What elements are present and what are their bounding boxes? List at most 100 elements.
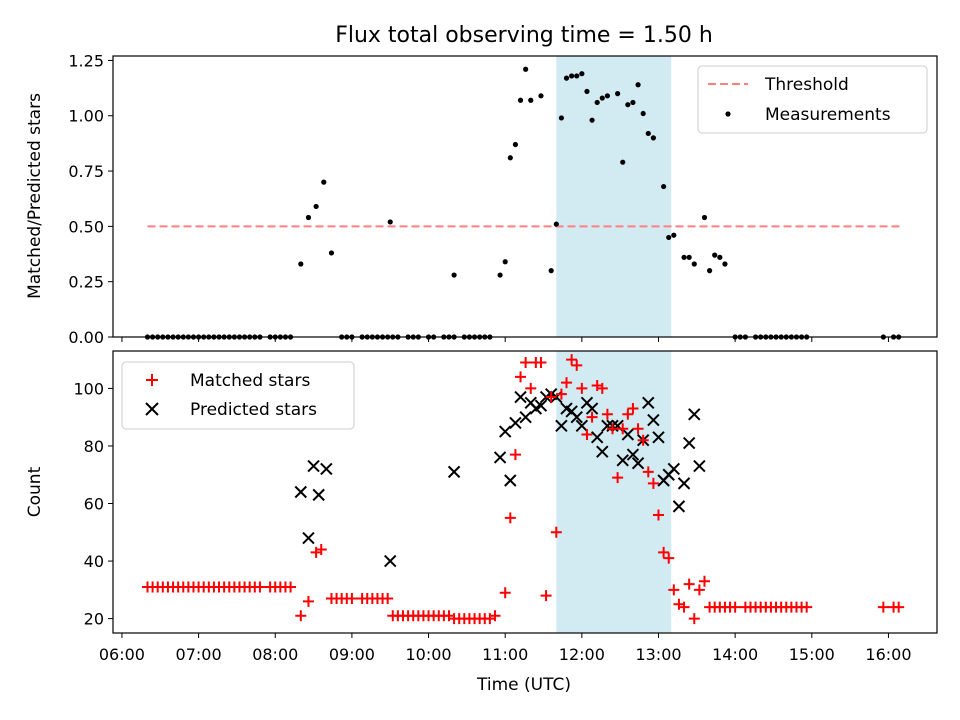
y-tick-label: 0.25: [68, 273, 104, 292]
legend-matched-label: Matched stars: [190, 371, 310, 391]
y-tick-label: 1.00: [68, 107, 104, 126]
predicted-marker: [585, 402, 599, 415]
matched-marker: [693, 584, 705, 596]
measurement-point: [584, 88, 590, 95]
ratio-plot-panel: Matched/Predicted stars 0.00 0.25 0.50 0.75…: [25, 51, 938, 347]
x-tick-label: 06:00: [99, 645, 145, 664]
matched-marker: [601, 408, 613, 420]
predicted-marker: [312, 488, 325, 502]
measurement-point: [313, 203, 319, 210]
measurement-point: [640, 110, 646, 117]
matched-marker: [295, 610, 307, 622]
legend-measurement-swatch: [725, 111, 731, 117]
predicted-marker: [626, 448, 640, 461]
matched-marker: [545, 391, 557, 403]
predicted-marker: [652, 431, 665, 444]
matched-marker: [382, 592, 394, 604]
measurement-point: [661, 183, 667, 190]
predicted-marker: [575, 419, 589, 433]
matched-marker: [653, 509, 665, 521]
measurement-point: [502, 259, 508, 265]
y-tick-label: 60: [84, 495, 104, 514]
measurement-point: [451, 272, 457, 278]
matched-marker: [555, 388, 567, 400]
x-tick-label: 11:00: [482, 645, 528, 664]
matched-marker: [668, 584, 680, 596]
predicted-marker: [519, 410, 532, 424]
y-tick-label: 0.50: [68, 217, 104, 236]
x-axis-label: Time (UTC): [476, 675, 571, 695]
measurement-point: [620, 159, 626, 165]
matched-marker: [637, 434, 649, 446]
measurement-point: [686, 254, 692, 260]
measurement-point: [507, 155, 513, 161]
measurement-point: [305, 214, 312, 221]
ratio-plot-frame: [112, 55, 938, 338]
matched-marker: [285, 581, 297, 593]
x-tick-label: 07:00: [176, 645, 222, 664]
measurement-point: [691, 261, 697, 267]
predicted-marker: [534, 399, 548, 412]
matched-marker: [581, 428, 593, 440]
ratio-y-axis-label: Matched/Predicted stars: [25, 93, 45, 299]
predicted-marker: [642, 396, 655, 410]
matched-marker: [612, 472, 624, 484]
measurement-point: [321, 179, 327, 185]
predicted-marker: [693, 459, 706, 473]
measurement-point: [599, 95, 605, 101]
measurement-point: [635, 82, 641, 88]
measurement-point: [528, 97, 534, 103]
measurement-point: [517, 97, 524, 103]
measurement-point: [707, 268, 713, 274]
legend-predicted-label: Predicted stars: [190, 400, 317, 420]
measurement-point: [671, 232, 677, 238]
matched-marker: [678, 601, 690, 613]
matched-marker: [515, 371, 527, 383]
measurement-point: [615, 91, 621, 97]
matched-marker: [622, 408, 634, 420]
predicted-marker: [682, 436, 696, 450]
measurement-point: [328, 250, 335, 256]
y-tick-label: 0.75: [68, 162, 104, 181]
matched-marker: [647, 477, 659, 489]
predicted-marker: [616, 454, 629, 467]
measurement-point: [558, 115, 565, 121]
matched-marker: [658, 546, 670, 558]
predicted-marker: [384, 554, 397, 568]
x-tick-label: 12:00: [559, 645, 605, 664]
measurement-point: [625, 102, 631, 108]
measurement-point: [589, 117, 595, 123]
matched-marker: [607, 423, 619, 435]
measurement-point: [512, 141, 519, 148]
predicted-marker: [621, 428, 635, 441]
x-tick-label: 09:00: [329, 645, 375, 664]
legend-box: [697, 65, 928, 134]
matched-marker: [632, 423, 644, 435]
count-plot-frame: [112, 350, 938, 634]
matched-marker: [254, 581, 266, 593]
predicted-marker: [302, 531, 315, 545]
x-tick-label: 14:00: [712, 645, 758, 664]
matched-marker: [698, 575, 710, 587]
measurement-point: [681, 254, 687, 260]
predicted-marker: [555, 419, 568, 433]
matched-marker: [489, 610, 501, 622]
y-tick-label: 40: [84, 552, 104, 571]
figure-title: Flux total observing time = 1.50 h: [335, 23, 713, 48]
measurement-point: [666, 234, 672, 241]
predicted-marker: [294, 485, 308, 499]
matched-marker: [315, 544, 327, 556]
matched-marker: [540, 590, 552, 602]
x-tick-label: 16:00: [865, 645, 911, 664]
measurement-point: [579, 71, 585, 77]
matched-marker: [302, 595, 314, 607]
y-tick-label: 80: [84, 437, 104, 456]
matched-marker: [627, 403, 639, 415]
predicted-marker: [498, 425, 512, 438]
predicted-marker: [504, 474, 517, 487]
matched-marker: [550, 526, 562, 538]
predicted-marker: [672, 500, 686, 513]
measurement-point: [298, 261, 304, 267]
matched-marker: [576, 382, 588, 394]
